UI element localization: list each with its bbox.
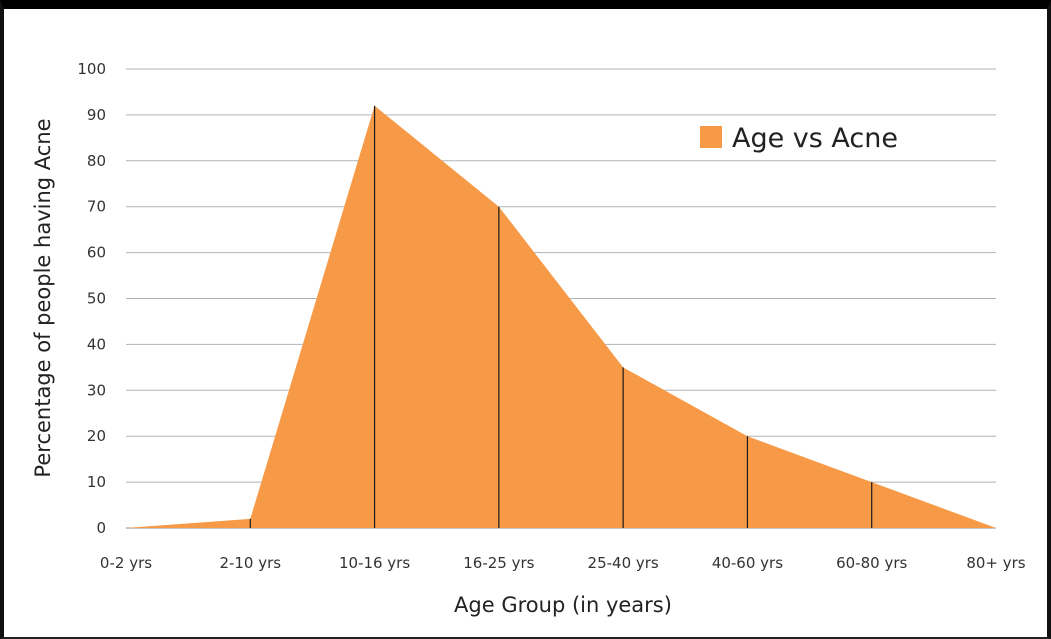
- y-tick-label: 70: [87, 198, 106, 216]
- legend: Age vs Acne: [700, 123, 898, 154]
- x-tick-label: 60-80 yrs: [836, 554, 907, 572]
- y-tick-label: 10: [87, 473, 106, 491]
- area-series-fill: [126, 105, 996, 528]
- legend-swatch: [700, 126, 722, 148]
- y-axis-title: Percentage of people having Acne: [31, 118, 55, 477]
- y-tick-label: 40: [87, 335, 106, 353]
- x-tick-label: 80+ yrs: [966, 554, 1025, 572]
- area-series: [126, 105, 996, 528]
- y-axis-ticks: 0 10 20 30 40 50 60 70 80 90 100: [77, 60, 106, 537]
- x-tick-label: 0-2 yrs: [100, 554, 152, 572]
- y-tick-label: 60: [87, 244, 106, 262]
- x-axis-ticks: 0-2 yrs 2-10 yrs 10-16 yrs 16-25 yrs 25-40 y…: [100, 554, 1026, 572]
- y-tick-label: 30: [87, 381, 106, 399]
- x-axis-title: Age Group (in years): [454, 593, 672, 617]
- x-tick-label: 16-25 yrs: [463, 554, 534, 572]
- y-tick-label: 90: [87, 106, 106, 124]
- x-tick-label: 25-40 yrs: [588, 554, 659, 572]
- x-tick-label: 10-16 yrs: [339, 554, 410, 572]
- y-tick-label: 80: [87, 152, 106, 170]
- legend-label: Age vs Acne: [732, 123, 898, 154]
- y-tick-label: 100: [77, 60, 106, 78]
- x-tick-label: 40-60 yrs: [712, 554, 783, 572]
- x-tick-label: 2-10 yrs: [219, 554, 281, 572]
- y-tick-label: 20: [87, 427, 106, 445]
- y-tick-label: 50: [87, 290, 106, 308]
- drop-lines: [249, 105, 873, 528]
- y-tick-label: 0: [96, 519, 106, 537]
